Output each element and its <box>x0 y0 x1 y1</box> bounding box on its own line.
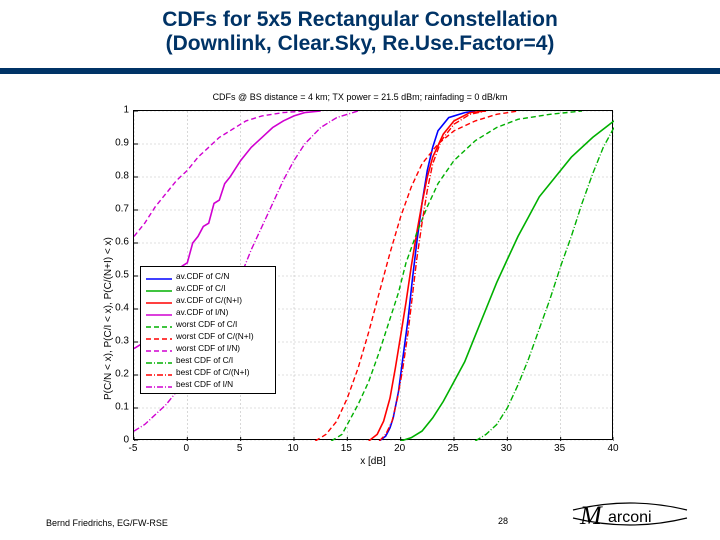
legend-swatch <box>146 331 172 341</box>
legend-label: worst CDF of C/(N+I) <box>176 331 254 341</box>
legend-label: av.CDF of C/(N+I) <box>176 295 242 305</box>
x-tick-label: 25 <box>447 443 458 454</box>
y-tick-label: 0.7 <box>101 204 129 215</box>
legend-swatch <box>146 307 172 317</box>
legend-label: av.CDF of C/N <box>176 271 229 281</box>
legend-item: av.CDF of C/(N+I) <box>146 294 270 306</box>
y-tick-label: 0.6 <box>101 237 129 248</box>
y-tick-label: 0.1 <box>101 402 129 413</box>
y-tick-label: 0.9 <box>101 138 129 149</box>
series-line <box>331 111 582 441</box>
x-tick-label: 20 <box>394 443 405 454</box>
legend-item: worst CDF of C/(N+I) <box>146 330 270 342</box>
marconi-logo: M arconi <box>570 494 690 534</box>
legend-label: best CDF of C/(N+I) <box>176 367 250 377</box>
x-tick-label: 30 <box>501 443 512 454</box>
x-tick-label: -5 <box>129 443 138 454</box>
legend-item: av.CDF of C/I <box>146 282 270 294</box>
legend-label: best CDF of I/N <box>176 379 233 389</box>
legend-item: worst CDF of I/N) <box>146 342 270 354</box>
legend: av.CDF of C/N av.CDF of C/I av.CDF of C/(N… <box>140 266 276 394</box>
legend-swatch <box>146 319 172 329</box>
legend-swatch <box>146 355 172 365</box>
legend-label: best CDF of C/I <box>176 355 233 365</box>
x-tick-label: 0 <box>184 443 190 454</box>
horizontal-rule <box>0 68 720 74</box>
title-line-2: (Downlink, Clear.Sky, Re.Use.Factor=4) <box>0 32 720 56</box>
legend-swatch <box>146 283 172 293</box>
y-tick-label: 0.2 <box>101 369 129 380</box>
legend-label: av.CDF of I/N) <box>176 307 228 317</box>
logo-rest: arconi <box>608 509 652 526</box>
legend-swatch <box>146 271 172 281</box>
legend-item: av.CDF of C/N <box>146 270 270 282</box>
y-tick-label: 0.3 <box>101 336 129 347</box>
legend-item: best CDF of I/N <box>146 378 270 390</box>
x-tick-label: 35 <box>554 443 565 454</box>
legend-swatch <box>146 343 172 353</box>
legend-swatch <box>146 379 172 389</box>
legend-label: worst CDF of C/I <box>176 319 237 329</box>
legend-label: worst CDF of I/N) <box>176 343 240 353</box>
legend-swatch <box>146 295 172 305</box>
footer-left: Bernd Friedrichs, EG/FW-RSE <box>46 518 168 528</box>
y-tick-label: 0.4 <box>101 303 129 314</box>
title-block: CDFs for 5x5 Rectangular Constellation (… <box>0 8 720 56</box>
legend-item: best CDF of C/I <box>146 354 270 366</box>
y-tick-label: 0 <box>101 435 129 446</box>
title-line-1: CDFs for 5x5 Rectangular Constellation <box>0 8 720 32</box>
chart-title: CDFs @ BS distance = 4 km; TX power = 21… <box>95 92 625 102</box>
legend-label: av.CDF of C/I <box>176 283 226 293</box>
slide: CDFs for 5x5 Rectangular Constellation (… <box>0 0 720 540</box>
legend-item: worst CDF of C/I <box>146 318 270 330</box>
legend-item: best CDF of C/(N+I) <box>146 366 270 378</box>
x-axis-label: x [dB] <box>133 456 613 467</box>
page-number: 28 <box>498 516 508 526</box>
cdf-chart: CDFs @ BS distance = 4 km; TX power = 21… <box>95 90 625 475</box>
x-tick-label: 10 <box>287 443 298 454</box>
x-tick-label: 5 <box>237 443 243 454</box>
y-tick-label: 0.8 <box>101 171 129 182</box>
x-tick-label: 15 <box>341 443 352 454</box>
series-line <box>134 111 305 236</box>
legend-item: av.CDF of I/N) <box>146 306 270 318</box>
x-tick-label: 40 <box>607 443 618 454</box>
y-tick-label: 1 <box>101 105 129 116</box>
y-tick-label: 0.5 <box>101 270 129 281</box>
legend-swatch <box>146 367 172 377</box>
logo-m: M <box>579 501 603 530</box>
